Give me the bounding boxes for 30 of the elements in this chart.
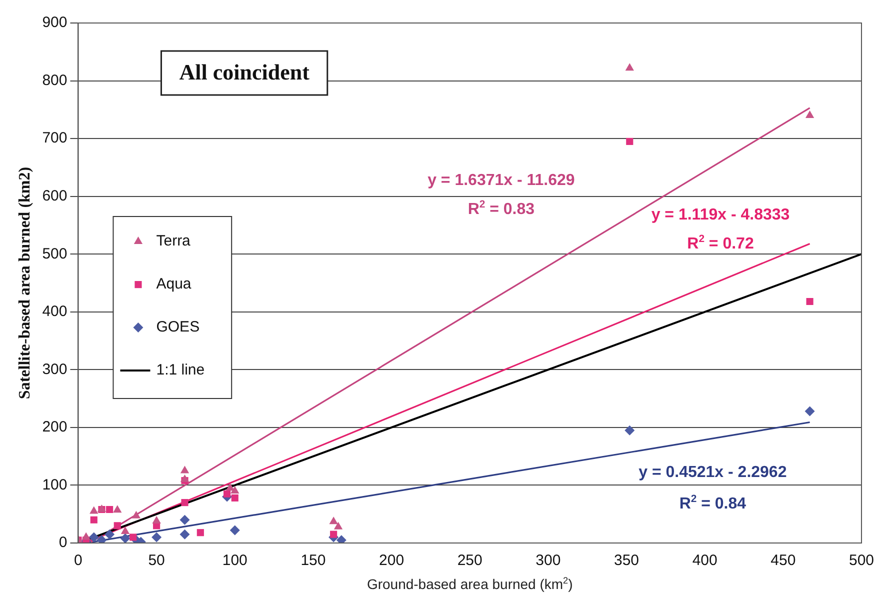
y-tick-label: 700	[42, 130, 68, 147]
annotation: y = 1.119x - 4.8333	[651, 206, 790, 224]
x-tick-label: 450	[770, 552, 796, 570]
x-tick-label: 400	[692, 552, 718, 570]
y-tick-label: 100	[42, 476, 68, 494]
x-tick-label: 250	[457, 552, 482, 570]
y-tick-label: 600	[42, 187, 68, 204]
y-tick-label: 800	[42, 72, 68, 89]
x-tick-label: 200	[379, 552, 404, 570]
x-tick-label: 50	[148, 552, 165, 570]
legend-label: GOES	[156, 318, 200, 336]
x-tick-label: 0	[74, 552, 82, 570]
x-tick-label: 100	[222, 552, 248, 570]
x-tick-label: 150	[300, 552, 326, 570]
legend-label: Aqua	[156, 276, 192, 293]
y-tick-label: 500	[42, 245, 68, 262]
legend-label: Terra	[156, 232, 192, 250]
x-tick-label: 500	[848, 552, 874, 570]
x-tick-label: 300	[536, 552, 561, 570]
x-tick-label: 350	[614, 552, 640, 570]
legend-label: 1:1 line	[156, 362, 205, 379]
y-tick-label: 400	[42, 303, 68, 320]
y-axis-title: Satellite-based area burned (km2)	[16, 166, 34, 400]
annotation: All coincident	[179, 60, 310, 85]
y-tick-label: 900	[42, 14, 68, 32]
y-tick-label: 0	[58, 534, 68, 552]
y-tick-label: 300	[42, 360, 68, 378]
y-tick-label: 200	[42, 418, 68, 436]
annotation: y = 0.4521x - 2.2962	[638, 464, 787, 481]
annotation: y = 1.6371x - 11.629	[428, 172, 575, 189]
